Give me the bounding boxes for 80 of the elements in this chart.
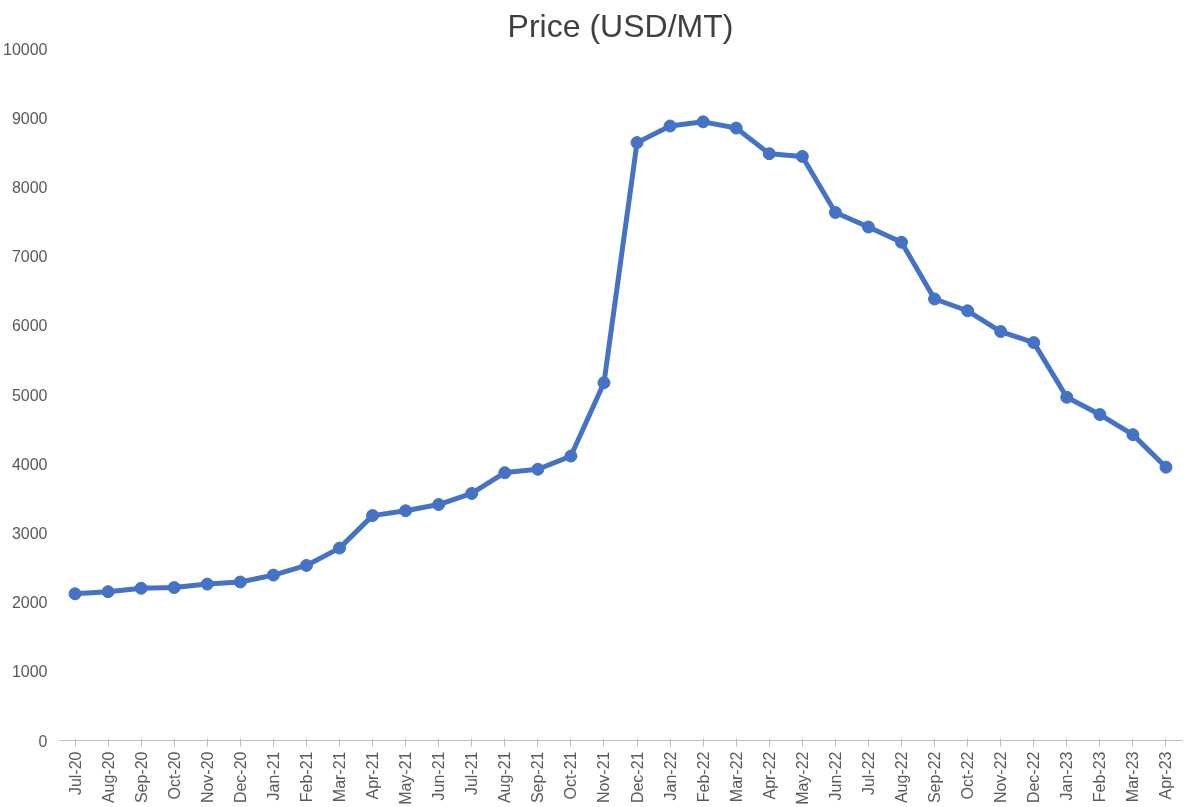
point: [994, 325, 1008, 339]
x-tick-label: Dec-21: [628, 751, 646, 804]
point: [696, 115, 710, 129]
x-tick-label: Sep-22: [926, 751, 944, 804]
x-tick-label: Mar-23: [1124, 751, 1142, 803]
point: [795, 149, 809, 163]
point: [597, 376, 611, 390]
point: [266, 568, 280, 582]
y-tick-label: 3000: [11, 524, 48, 542]
x-tick-label: Aug-22: [893, 751, 910, 804]
point: [1060, 390, 1074, 404]
x-tick-label: Nov-22: [992, 751, 1010, 804]
x-tick-label: Apr-22: [760, 751, 778, 800]
point: [68, 587, 82, 601]
x-tick-label: Aug-21: [496, 751, 514, 804]
x-tick-label: Jul-21: [463, 751, 481, 796]
y-tick-label: 9000: [11, 109, 48, 127]
point: [531, 462, 545, 476]
x-tick-label: Oct-22: [959, 751, 977, 800]
point: [630, 136, 644, 150]
point: [895, 235, 908, 249]
y-tick-label: 4000: [11, 455, 48, 473]
x-tick-label: Oct-20: [165, 751, 183, 800]
point: [101, 585, 115, 599]
point: [233, 575, 247, 589]
y-tick-label: 8000: [11, 178, 48, 196]
x-tick-label: Jun-22: [826, 751, 844, 801]
point: [1159, 460, 1173, 474]
point: [498, 466, 512, 480]
x-tick-label: Jul-22: [859, 751, 877, 796]
point: [762, 147, 776, 161]
point: [928, 292, 942, 306]
point: [961, 304, 975, 318]
x-tick-label: Jun-21: [430, 751, 448, 801]
x-tick-label: Jan-22: [661, 751, 679, 801]
y-tick-label: 2000: [11, 594, 48, 612]
x-tick-label: Oct-21: [562, 751, 580, 800]
x-tick-label: May-22: [793, 751, 811, 805]
point: [333, 541, 346, 555]
x-tick-label: Dec-20: [231, 751, 249, 804]
point: [134, 581, 148, 595]
x-tick-label: Mar-22: [727, 751, 745, 803]
point: [200, 577, 214, 591]
x-tick-label: Feb-23: [1091, 751, 1109, 803]
chart-title: Price (USD/MT): [507, 7, 734, 44]
point: [1126, 428, 1140, 442]
y-tick-label: 1000: [11, 663, 48, 681]
point: [399, 504, 413, 518]
x-tick-label: Sep-20: [132, 751, 150, 804]
x-tick-label: Mar-21: [331, 751, 348, 803]
x-tick-label: Feb-22: [694, 751, 712, 803]
point: [366, 509, 380, 523]
y-tick-label: 0: [38, 732, 48, 750]
x-tick-label: Jan-23: [1058, 751, 1076, 801]
point: [432, 498, 446, 512]
x-tick-label: Sep-21: [529, 751, 547, 804]
y-tick-label: 10000: [3, 40, 48, 58]
x-tick-label: Nov-20: [198, 751, 216, 804]
point: [167, 581, 181, 595]
x-tick-label: Dec-22: [1025, 751, 1043, 804]
x-tick-label: May-21: [397, 751, 415, 805]
point: [564, 449, 578, 463]
x-tick-label: Apr-23: [1157, 751, 1175, 800]
point: [465, 486, 479, 500]
x-tick-label: Nov-21: [595, 751, 613, 804]
x-tick-label: Feb-21: [297, 751, 315, 803]
point: [1093, 408, 1107, 422]
point: [861, 220, 875, 234]
y-tick-label: 5000: [11, 386, 48, 404]
x-tick-label: Aug-20: [99, 751, 117, 804]
point: [1027, 336, 1041, 350]
y-tick-label: 7000: [11, 248, 48, 266]
y-tick-label: 6000: [11, 317, 48, 335]
x-tick-label: Jul-20: [66, 751, 84, 796]
point: [663, 119, 677, 133]
point: [828, 206, 842, 219]
x-tick-label: Apr-21: [364, 751, 382, 800]
x-tick-label: Jan-21: [264, 751, 282, 801]
point: [299, 558, 313, 572]
point: [729, 121, 743, 135]
